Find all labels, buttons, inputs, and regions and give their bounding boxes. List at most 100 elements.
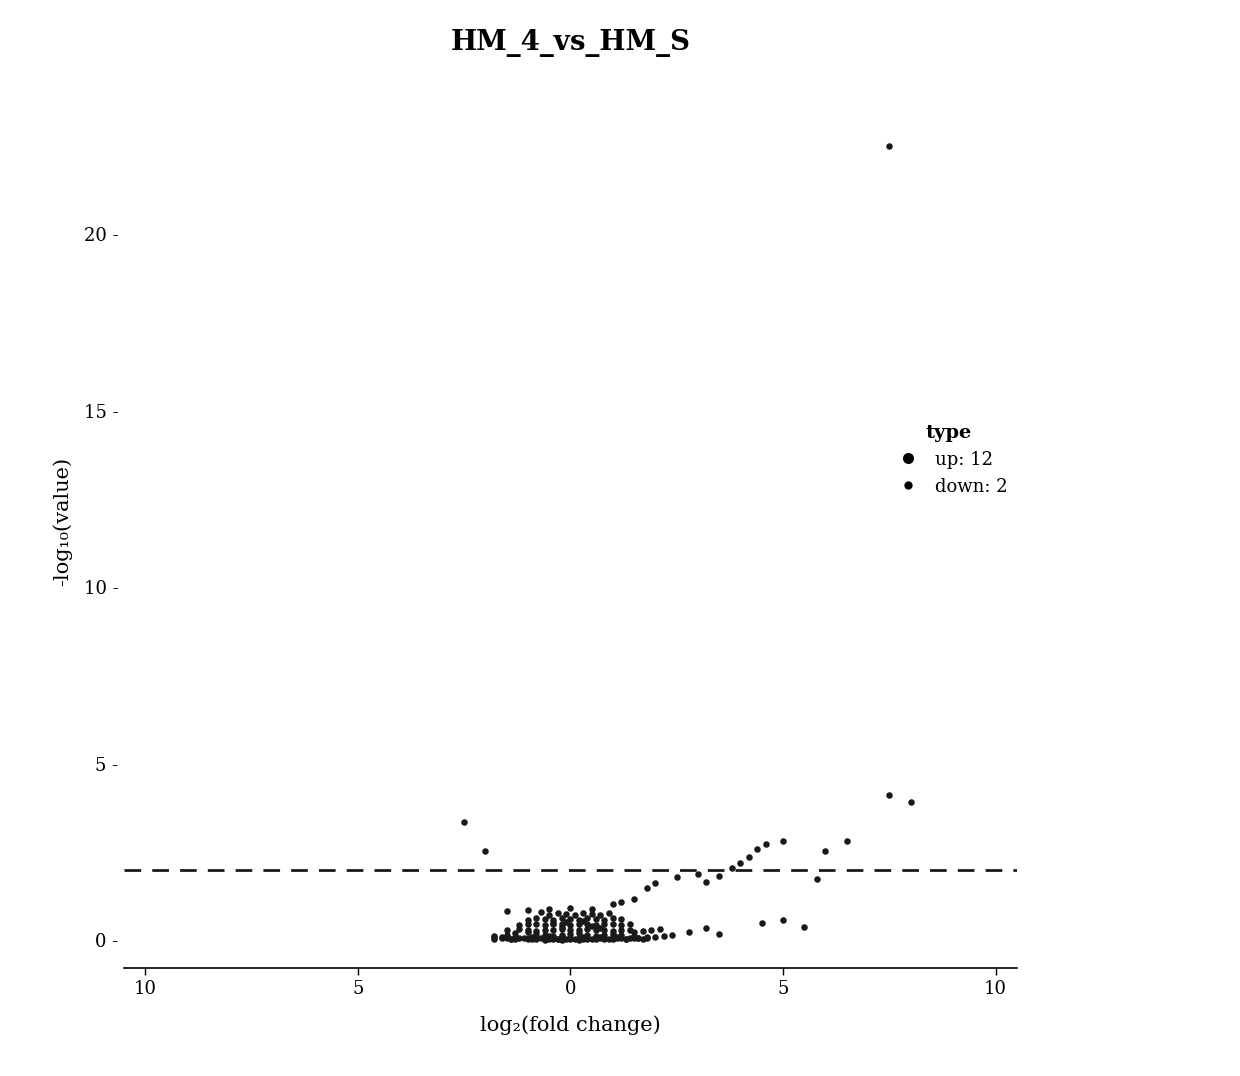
Point: [573, 928, 593, 945]
Point: [578, 931, 598, 948]
Point: [773, 911, 792, 929]
Point: [879, 138, 899, 155]
Point: [730, 854, 750, 872]
Point: [569, 930, 589, 947]
Point: [608, 930, 627, 947]
Point: [632, 923, 652, 940]
Point: [497, 922, 517, 939]
Point: [680, 924, 699, 942]
Point: [522, 930, 542, 947]
Point: [552, 909, 572, 926]
Point: [578, 930, 598, 947]
Point: [573, 931, 593, 948]
Point: [484, 930, 503, 947]
Point: [608, 928, 627, 945]
Point: [587, 930, 606, 947]
Point: [594, 911, 614, 929]
Point: [510, 917, 529, 934]
Point: [543, 926, 563, 944]
Point: [539, 931, 559, 948]
Point: [650, 920, 670, 937]
Point: [543, 914, 563, 931]
Point: [603, 916, 622, 933]
Point: [578, 909, 598, 926]
Point: [527, 931, 547, 948]
Point: [578, 920, 598, 937]
Point: [518, 931, 538, 948]
Point: [534, 922, 554, 939]
Point: [582, 901, 601, 918]
Point: [548, 904, 568, 921]
Point: [587, 931, 606, 948]
Point: [620, 915, 640, 932]
Point: [603, 923, 622, 940]
Point: [795, 918, 815, 935]
Point: [534, 930, 554, 947]
Point: [513, 930, 533, 947]
Point: [539, 928, 559, 945]
Point: [582, 930, 601, 947]
Point: [624, 930, 644, 947]
Point: [527, 923, 547, 940]
Point: [837, 832, 857, 849]
Point: [505, 925, 525, 943]
Point: [552, 926, 572, 944]
Point: [616, 931, 636, 948]
Point: [587, 917, 606, 934]
Point: [603, 931, 622, 948]
Point: [816, 843, 836, 860]
Point: [637, 929, 657, 946]
Point: [531, 904, 551, 921]
Point: [560, 931, 580, 948]
Point: [560, 917, 580, 934]
Point: [599, 930, 619, 947]
Point: [611, 921, 631, 938]
Point: [569, 911, 589, 929]
Point: [594, 926, 614, 944]
Point: [624, 924, 644, 942]
Point: [594, 915, 614, 932]
Point: [667, 868, 687, 886]
Point: [552, 918, 572, 935]
Point: [543, 911, 563, 929]
Point: [611, 926, 631, 944]
Title: HM_4_vs_HM_S: HM_4_vs_HM_S: [450, 29, 691, 57]
Point: [587, 921, 606, 938]
Point: [629, 930, 649, 947]
Point: [510, 930, 529, 947]
Point: [527, 930, 547, 947]
Point: [620, 922, 640, 939]
Point: [564, 930, 584, 947]
Point: [527, 916, 547, 933]
Point: [590, 919, 610, 936]
Point: [560, 900, 580, 917]
Point: [497, 903, 517, 920]
Point: [748, 840, 768, 858]
Point: [497, 926, 517, 944]
X-axis label: log₂(fold change): log₂(fold change): [480, 1015, 661, 1034]
Point: [688, 865, 708, 882]
Point: [641, 922, 661, 939]
Point: [611, 910, 631, 928]
Point: [543, 915, 563, 932]
Point: [594, 930, 614, 947]
Point: [492, 928, 512, 945]
Point: [590, 929, 610, 946]
Point: [552, 920, 572, 937]
Point: [616, 930, 636, 947]
Point: [739, 849, 759, 866]
Point: [560, 930, 580, 947]
Point: [560, 925, 580, 943]
Point: [518, 902, 538, 919]
Point: [475, 843, 495, 860]
Point: [552, 916, 572, 933]
Point: [557, 930, 577, 947]
Point: [527, 909, 547, 926]
Point: [569, 915, 589, 932]
Point: [560, 910, 580, 928]
Point: [709, 925, 729, 943]
Point: [531, 930, 551, 947]
Point: [624, 928, 644, 945]
Point: [624, 890, 644, 907]
Point: [578, 926, 598, 944]
